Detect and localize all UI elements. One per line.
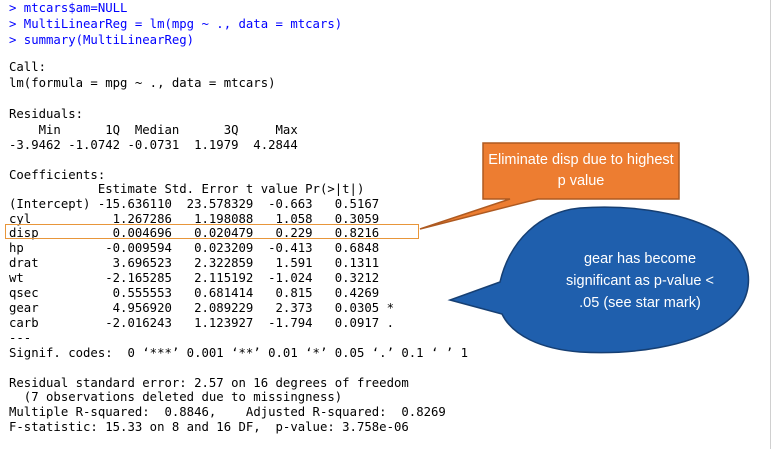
residuals-header: Min 1Q Median 3Q Max — [9, 123, 306, 137]
coefficient-row: hp -0.009594 0.023209 -0.413 0.6848 — [9, 241, 394, 255]
r-squared: Multiple R-squared: 0.8846, Adjusted R-s… — [9, 405, 454, 419]
coefficient-row-gear: gear 4.956920 2.089229 2.373 0.0305 * — [9, 301, 394, 315]
residuals-values: -3.9462 -1.0742 -0.0731 1.1979 4.2844 — [9, 138, 306, 152]
call-label: Call: — [9, 60, 47, 74]
coefficient-row: qsec 0.555553 0.681414 0.815 0.4269 — [9, 286, 394, 300]
orange-callout-shape — [419, 142, 680, 230]
blue-callout-shape — [447, 206, 750, 354]
coefficient-row: (Intercept) -15.636110 23.578329 -0.663 … — [9, 197, 394, 211]
coefficients-label: Coefficients: — [9, 168, 106, 182]
missingness-note: (7 observations deleted due to missingne… — [9, 390, 343, 404]
console-command: > MultiLinearReg = lm(mpg ~ ., data = mt… — [9, 17, 343, 31]
coefficient-row: cyl 1.267286 1.198088 1.058 0.3059 — [9, 212, 394, 226]
separator: --- — [9, 331, 32, 345]
coefficient-row: drat 3.696523 2.322859 1.591 0.1311 — [9, 256, 394, 270]
blue-callout-text: gear has become significant as p-value <… — [566, 251, 714, 311]
console-command: > summary(MultiLinearReg) — [9, 33, 195, 47]
disp-highlight-box — [5, 224, 419, 239]
orange-callout-text: Eliminate disp due to highest p value — [488, 152, 674, 189]
coefficient-row: wt -2.165285 2.115192 -1.024 0.3212 — [9, 271, 394, 285]
f-statistic: F-statistic: 15.33 on 8 and 16 DF, p-val… — [9, 420, 409, 434]
residuals-label: Residuals: — [9, 107, 84, 121]
coefficient-row: carb -2.016243 1.123927 -1.794 0.0917 . — [9, 316, 394, 330]
call-formula: lm(formula = mpg ~ ., data = mtcars) — [9, 76, 276, 90]
signif-codes: Signif. codes: 0 ‘***’ 0.001 ‘**’ 0.01 ‘… — [9, 346, 469, 360]
coefficients-header: Estimate Std. Error t value Pr(>|t|) — [9, 182, 380, 196]
residual-standard-error: Residual standard error: 2.57 on 16 degr… — [9, 376, 409, 390]
coefficient-row-disp: disp 0.004696 0.020479 0.229 0.8216 — [9, 226, 394, 240]
console-command: > mtcars$am=NULL — [9, 1, 128, 15]
